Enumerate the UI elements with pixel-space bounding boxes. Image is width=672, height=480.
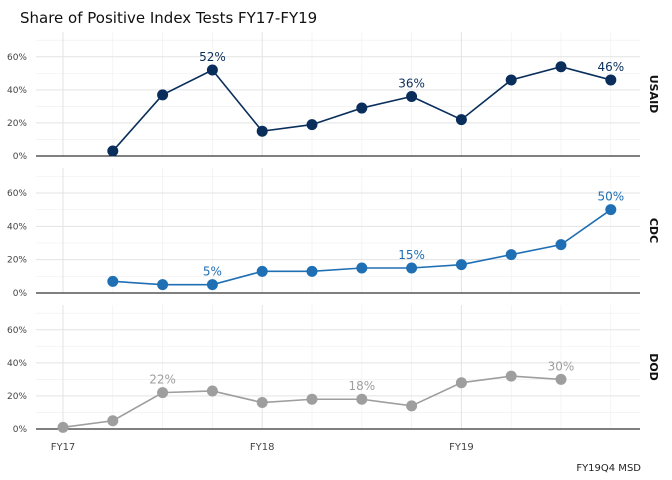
data-label-dod: 30% [548,359,575,373]
y-tick-label: 40% [7,359,27,369]
data-point-cdc [306,265,318,277]
data-point-usaid [107,145,119,157]
y-tick-label: 0% [13,425,28,435]
data-point-usaid [206,64,218,76]
data-point-cdc [107,275,119,287]
data-label-cdc: 50% [597,190,624,204]
data-point-cdc [605,204,617,216]
data-point-dod [406,400,418,412]
data-label-dod: 22% [149,373,176,387]
data-label-usaid: 52% [199,50,226,64]
data-point-usaid [157,89,169,101]
chart-caption: FY19Q4 MSD [576,463,641,474]
panel-cdc: 0% 20% 40% 60% CDC 5% 15% 50% [7,168,660,299]
panel-label-usaid: USAID [647,75,660,114]
data-point-dod [206,385,218,397]
y-tick-label: 0% [13,289,28,299]
data-label-dod: 18% [348,379,375,393]
data-point-cdc [505,249,517,261]
data-point-usaid [555,61,567,73]
data-point-cdc [555,239,567,251]
data-point-dod [256,397,268,409]
data-label-cdc: 5% [203,265,222,279]
panel-dod: 0% 20% 40% 60% DOD 22% 18% 30% [7,305,660,435]
data-point-dod [107,415,119,427]
data-point-usaid [306,119,318,131]
y-tick-label: 20% [7,256,27,266]
panel-label-dod: DOD [647,353,660,381]
y-tick-label: 40% [7,86,27,96]
data-point-cdc [256,265,268,277]
data-point-cdc [455,259,467,271]
y-tick-label: 20% [7,119,27,129]
data-point-dod [356,393,368,405]
data-point-usaid [455,114,467,126]
data-point-dod [455,377,467,389]
data-point-cdc [356,262,368,274]
data-point-usaid [406,90,418,102]
x-tick-label: FY18 [250,442,275,453]
data-point-dod [306,393,318,405]
panel-usaid: 0% 20% 40% 60% USAID 52% 36% 46% [7,32,660,162]
data-point-dod [57,421,69,433]
y-tick-label: 0% [13,152,28,162]
data-point-usaid [505,74,517,86]
x-tick-label: FY19 [449,442,474,453]
data-label-usaid: 46% [597,60,624,74]
chart-panels: 0% 20% 40% 60% USAID 52% 36% 46% 0% 20% 40% 60% CDC 5… [7,32,660,435]
y-tick-label: 60% [7,53,27,63]
data-point-dod [555,373,567,385]
data-point-usaid [356,102,368,114]
y-tick-label: 20% [7,392,27,402]
data-point-usaid [605,74,617,86]
data-point-cdc [406,262,418,274]
chart-title: Share of Positive Index Tests FY17-FY19 [20,9,317,27]
data-point-dod [505,370,517,382]
x-axis: FY17 FY18 FY19 [51,442,474,453]
x-tick-label: FY17 [51,442,76,453]
data-point-usaid [256,125,268,137]
data-label-usaid: 36% [398,76,425,90]
data-point-dod [157,387,169,399]
y-tick-label: 60% [7,189,27,199]
data-label-cdc: 15% [398,248,425,262]
y-tick-label: 60% [7,326,27,336]
data-point-cdc [157,279,169,291]
data-point-cdc [206,279,218,291]
y-tick-label: 40% [7,222,27,232]
panel-label-cdc: CDC [647,218,660,243]
